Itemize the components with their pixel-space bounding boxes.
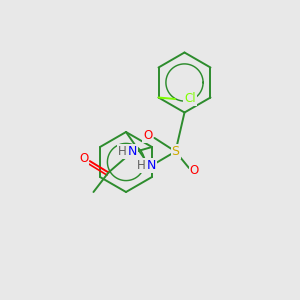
Text: N: N: [128, 145, 137, 158]
Text: Cl: Cl: [184, 92, 196, 106]
Text: O: O: [143, 129, 152, 142]
Text: O: O: [79, 152, 88, 165]
Text: O: O: [190, 164, 199, 178]
Text: H: H: [118, 145, 127, 158]
Text: N: N: [147, 159, 156, 172]
Text: S: S: [172, 145, 179, 158]
Text: H: H: [137, 159, 146, 172]
